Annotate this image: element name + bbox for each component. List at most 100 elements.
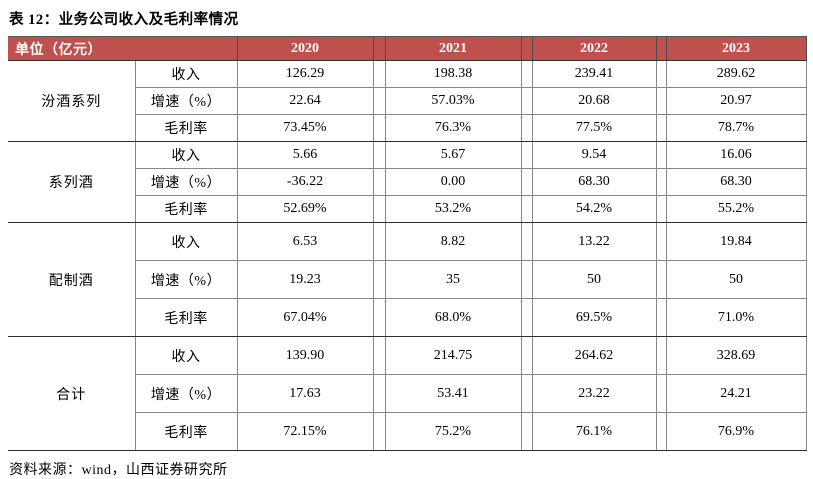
table-row: 增速（%） 17.63 53.41 23.22 24.21 <box>8 374 807 413</box>
value-cell: 17.63 <box>236 374 374 413</box>
spacer-cell <box>521 260 532 299</box>
value-cell: 78.7% <box>665 114 807 142</box>
value-cell: 71.0% <box>665 298 807 337</box>
value-cell: 328.69 <box>665 336 807 375</box>
value-cell: 239.41 <box>531 60 657 88</box>
value-cell: 20.97 <box>665 87 807 115</box>
table-row: 增速（%） 19.23 35 50 50 <box>8 260 807 299</box>
value-cell: 52.69% <box>236 195 374 223</box>
value-cell: 68.30 <box>665 168 807 196</box>
table-row: 系列酒 收入 5.66 5.67 9.54 16.06 <box>8 141 807 223</box>
table-row: 毛利率 52.69% 53.2% 54.2% 55.2% <box>8 195 807 223</box>
table-title: 表 12：业务公司收入及毛利率情况 <box>9 12 239 28</box>
value-cell: 13.22 <box>531 222 657 261</box>
spacer-cell <box>656 222 666 261</box>
spacer-cell <box>521 412 532 451</box>
spacer-cell <box>656 87 666 115</box>
spacer-cell <box>656 336 666 375</box>
group-label-fenjiu-series: 汾酒系列 <box>8 60 136 142</box>
metric-label: 毛利率 <box>134 298 238 337</box>
value-cell: 289.62 <box>665 60 807 88</box>
spacer-cell <box>521 60 532 88</box>
spacer-cell <box>521 141 532 169</box>
group-label-total: 合计 <box>8 336 136 451</box>
value-cell: 264.62 <box>531 336 657 375</box>
metric-label: 增速（%） <box>134 168 238 196</box>
value-cell: 22.64 <box>236 87 374 115</box>
table-row: 汾酒系列 收入 126.29 198.38 239.41 289.62 <box>8 60 807 142</box>
value-cell: 35 <box>384 260 522 299</box>
spacer-cell <box>373 298 385 337</box>
spacer-cell <box>521 36 532 61</box>
spacer-cell <box>373 260 385 299</box>
table-row: 毛利率 72.15% 75.2% 76.1% 76.9% <box>8 412 807 451</box>
year-header-2020: 2020 <box>236 36 374 61</box>
spacer-cell <box>656 195 666 223</box>
value-cell: 23.22 <box>531 374 657 413</box>
spacer-cell <box>521 195 532 223</box>
value-cell: 75.2% <box>384 412 522 451</box>
spacer-cell <box>656 374 666 413</box>
table-row: 配制酒 收入 6.53 8.82 13.22 19.84 <box>8 222 807 337</box>
table-header-row: 单位（亿元） 2020 2021 2022 2023 <box>8 36 807 61</box>
metric-label: 毛利率 <box>134 412 238 451</box>
spacer-cell <box>521 114 532 142</box>
value-cell: -36.22 <box>236 168 374 196</box>
value-cell: 24.21 <box>665 374 807 413</box>
year-header-2022: 2022 <box>531 36 657 61</box>
spacer-cell <box>373 114 385 142</box>
metric-label: 增速（%） <box>134 374 238 413</box>
spacer-cell <box>373 60 385 88</box>
spacer-cell <box>373 168 385 196</box>
value-cell: 19.23 <box>236 260 374 299</box>
value-cell: 50 <box>665 260 807 299</box>
value-cell: 6.53 <box>236 222 374 261</box>
spacer-cell <box>656 412 666 451</box>
group-label-blended-liquor: 配制酒 <box>8 222 136 337</box>
value-cell: 139.90 <box>236 336 374 375</box>
value-cell: 68.0% <box>384 298 522 337</box>
spacer-cell <box>373 412 385 451</box>
spacer-cell <box>656 36 666 61</box>
value-cell: 76.1% <box>531 412 657 451</box>
revenue-margin-table: 单位（亿元） 2020 2021 2022 2023 汾酒系列 收入 126.2… <box>8 36 807 451</box>
value-cell: 5.67 <box>384 141 522 169</box>
unit-header-cell: 单位（亿元） <box>8 36 237 61</box>
metric-label: 增速（%） <box>134 260 238 299</box>
value-cell: 9.54 <box>531 141 657 169</box>
metric-label: 收入 <box>134 60 238 88</box>
metric-label: 毛利率 <box>134 195 238 223</box>
spacer-cell <box>521 374 532 413</box>
value-cell: 214.75 <box>384 336 522 375</box>
value-cell: 54.2% <box>531 195 657 223</box>
spacer-cell <box>656 60 666 88</box>
spacer-cell <box>373 222 385 261</box>
spacer-cell <box>373 374 385 413</box>
source-note: 资料来源：wind，山西证券研究所 <box>9 463 228 478</box>
spacer-cell <box>521 168 532 196</box>
value-cell: 76.9% <box>665 412 807 451</box>
year-header-2023: 2023 <box>665 36 807 61</box>
spacer-cell <box>656 260 666 299</box>
spacer-cell <box>521 222 532 261</box>
value-cell: 72.15% <box>236 412 374 451</box>
value-cell: 16.06 <box>665 141 807 169</box>
spacer-cell <box>521 298 532 337</box>
spacer-cell <box>656 141 666 169</box>
spacer-cell <box>373 36 385 61</box>
spacer-cell <box>373 336 385 375</box>
value-cell: 19.84 <box>665 222 807 261</box>
value-cell: 68.30 <box>531 168 657 196</box>
table-row: 毛利率 73.45% 76.3% 77.5% 78.7% <box>8 114 807 142</box>
spacer-cell <box>656 168 666 196</box>
value-cell: 76.3% <box>384 114 522 142</box>
metric-label: 毛利率 <box>134 114 238 142</box>
value-cell: 198.38 <box>384 60 522 88</box>
value-cell: 55.2% <box>665 195 807 223</box>
value-cell: 73.45% <box>236 114 374 142</box>
spacer-cell <box>521 336 532 375</box>
spacer-cell <box>521 87 532 115</box>
value-cell: 5.66 <box>236 141 374 169</box>
table-row: 增速（%） 22.64 57.03% 20.68 20.97 <box>8 87 807 115</box>
metric-label: 收入 <box>134 222 238 261</box>
